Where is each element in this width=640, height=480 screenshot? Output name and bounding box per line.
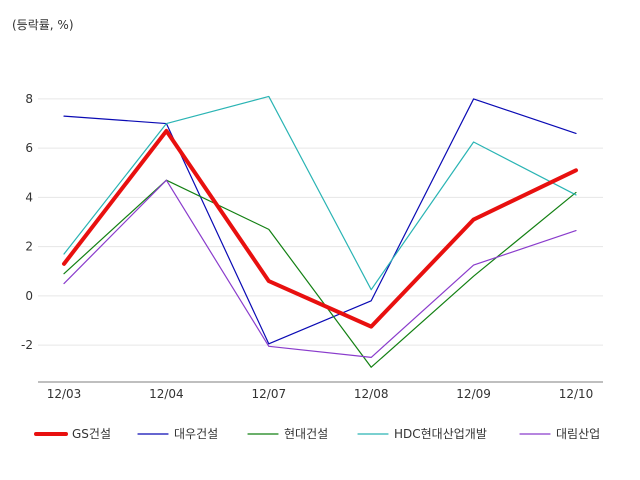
x-tick-label: 12/07 (252, 387, 287, 401)
legend-item: 대림산업 (519, 427, 600, 441)
x-tick-label: 12/04 (149, 387, 184, 401)
unit-label: (등락률, %) (12, 18, 74, 32)
legend-label: 대림산업 (556, 427, 600, 441)
series-line-0 (62, 128, 578, 329)
legend-item: 대우건설 (137, 427, 218, 441)
gridlines: -2 0 2 4 6 8 (21, 92, 603, 352)
legend: GS건설 대우건설 현대건설 HDC현대산업개발 대림산업 (34, 427, 600, 441)
y-tick-label: 0 (25, 289, 33, 303)
y-tick-label: 8 (25, 92, 33, 106)
series-line-4 (63, 179, 577, 358)
y-tick-label: 4 (25, 190, 33, 204)
y-tick-label: 6 (25, 141, 33, 155)
series-lines (62, 95, 578, 368)
legend-item: GS건설 (34, 427, 111, 441)
x-tick-label: 12/10 (559, 387, 594, 401)
x-tick-label: 12/09 (456, 387, 491, 401)
series-line-2 (63, 179, 577, 368)
y-tick-label: 2 (25, 240, 33, 254)
series-line-3 (63, 95, 577, 291)
legend-item: 현대건설 (247, 427, 328, 441)
legend-label: 대우건설 (174, 427, 218, 441)
x-tick-label: 12/08 (354, 387, 389, 401)
legend-label: HDC현대산업개발 (394, 427, 487, 441)
x-tick-labels: 12/03 12/04 12/07 12/08 12/09 12/10 (47, 387, 594, 401)
legend-label: GS건설 (72, 427, 111, 441)
series-line-1 (63, 98, 577, 345)
y-tick-label: -2 (21, 338, 33, 352)
legend-item: HDC현대산업개발 (357, 427, 487, 441)
x-tick-label: 12/03 (47, 387, 82, 401)
legend-label: 현대건설 (284, 427, 328, 441)
